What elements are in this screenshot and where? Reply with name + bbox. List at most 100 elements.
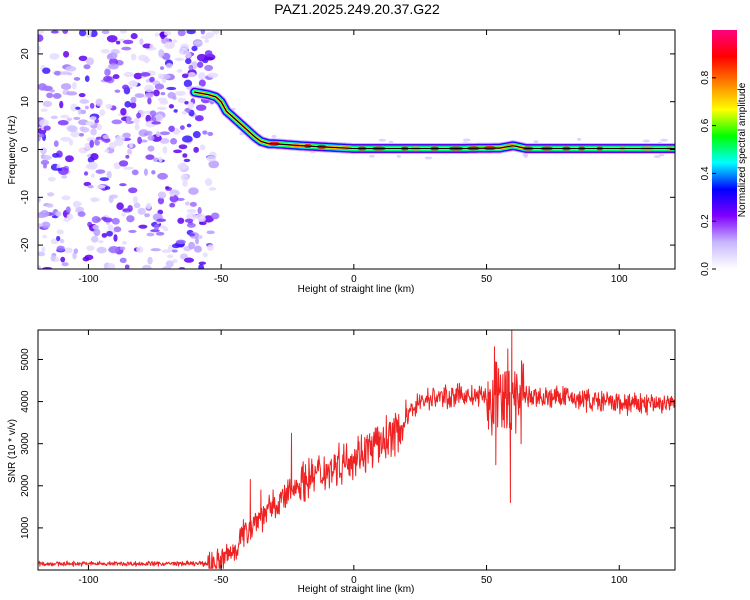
snr-frame [37,329,676,571]
spectrogram-y-tick: -10 [20,190,675,205]
spectrogram-noise-cell [84,105,89,110]
spectrogram-noise-cell [183,257,195,263]
spectrogram-noise-cell [204,38,209,43]
spectrogram-noise-cell [54,71,62,76]
spectrogram-noise-cell [90,197,100,202]
spectrogram-noise-cell [59,238,65,244]
spectrogram-noise-cell [73,116,81,120]
spectrogram-noise-cell [139,38,144,46]
spectrogram-noise-cell [197,61,204,68]
spectrogram-noise-cell [144,213,150,218]
spectrogram-noise-cell [660,138,669,142]
spectrogram-noise-cell [89,116,97,121]
spectrogram-noise-cell [103,75,112,82]
spectrogram-noise-cell [165,63,173,69]
spectrogram-noise-cell [96,123,103,131]
spectrogram-noise-cell [126,149,133,155]
spectrogram-noise-cell [65,155,74,163]
spectrogram-noise-cell [144,84,154,93]
spectrogram-noise-cell [104,186,111,190]
spectrogram-noise-cell [101,232,108,238]
spectrogram-noise-cell [108,63,119,70]
spectrogram-noise-cell [119,246,126,251]
spectrogram-noise-cell [157,172,168,180]
spectrogram-noise-cell [130,102,137,109]
spectrogram-noise-cell [188,241,196,250]
spectrogram-noise-cell [147,145,155,152]
spectrogram-noise-cell [61,174,68,179]
spectrogram-noise-cell [121,84,129,90]
spectrogram-noise-cell [182,153,188,158]
svg-text:2000: 2000 [20,474,31,497]
spectrogram-noise-cell [78,132,84,137]
spectrogram-noise-cell [150,229,160,233]
spectrogram-noise-cell [73,76,81,81]
spectrogram-noise-cell [150,248,161,252]
spectrogram-noise-cell [207,131,214,136]
spectrogram-noise-cell [43,163,48,169]
spectrogram-noise-cell [178,50,185,54]
spectrogram-noise-cell [156,106,167,110]
spectrogram-noise-cell [177,97,187,103]
spectrogram-noise-cell [210,212,220,220]
spectrogram-noise-cell [40,108,48,112]
svg-text:-10: -10 [20,190,31,205]
colorbar-label: Normalized spectral amplitude [737,82,748,217]
spectrogram-noise-cell [145,202,152,210]
spectrogram-noise-cell [145,92,154,98]
spectrogram-noise-cell [120,30,127,34]
spectrogram-noise-cell [121,46,132,51]
spectrogram-x-tick: -100 [78,30,99,285]
spectrogram-noise-cell [153,89,160,97]
spectrogram-noise-cell [86,137,96,142]
spectrogram-noise-cell [98,240,104,244]
spectrogram-noise-cell [75,106,81,110]
spectrogram-noise-cell [40,210,50,218]
spectrogram-noise-cell [123,166,134,170]
spectrogram-noise-cell [91,215,101,223]
spectrogram-noise-cell [86,245,95,251]
spectrogram-noise-cell [658,153,665,157]
spectrogram-noise-cell [166,254,174,259]
spectrogram-noise-cell [124,264,130,269]
spectrogram-noise-cell [113,226,122,233]
spectrogram-noise-cell [200,35,212,40]
snr-y-tick: 5000 [20,348,675,371]
spectrogram-noise-cell [155,231,165,236]
spectrogram-noise-cell [119,183,127,187]
spectrogram-noise-cell [71,82,77,90]
spectrogram-noise-cell [202,130,208,135]
spectrogram-noise-cell [177,217,185,224]
spectrogram-noise-cell [165,260,174,268]
spectrogram-noise-cell [38,265,42,269]
spectrogram-noise-cell [38,45,41,53]
spectrogram-noise-cell [183,174,189,178]
spectrogram-noise-cell [168,125,175,132]
spectrogram-noise-cell [195,104,207,111]
spectrogram-noise-cell [145,130,153,136]
spectrogram-noise-cell [38,30,45,35]
spectrogram-noise-cell [116,202,124,211]
spectrogram-x-tick: 0 [351,30,357,285]
spectrogram-noise-cell [184,101,189,105]
spectrogram-noise-cell [42,100,53,108]
svg-text:1000: 1000 [20,516,31,539]
spectrogram-noise-cell [154,83,165,90]
spectrogram-noise-cell [122,208,129,212]
spectrogram-noise-cell [92,224,100,230]
spectrogram-noise-cell [56,235,61,242]
spectrogram-noise-cell [80,109,87,115]
snr-x-tick: 0 [351,330,357,586]
svg-text:0.0: 0.0 [700,262,711,276]
spectrogram-noise-cell [133,118,140,124]
spectrogram-noise-cell [203,56,214,61]
spectrogram-noise-cell [101,216,108,221]
spectrogram-noise-cell [90,235,99,243]
spectrogram-noise-cell [78,30,87,37]
chart-title: PAZ1.2025.249.20.37.G22 [274,1,440,17]
spectrogram-noise-cell [142,264,152,269]
svg-text:-100: -100 [78,575,98,586]
spectrogram-noise-cell [175,239,186,245]
spectrogram-noise-cell [151,170,156,175]
svg-text:100: 100 [611,575,628,586]
